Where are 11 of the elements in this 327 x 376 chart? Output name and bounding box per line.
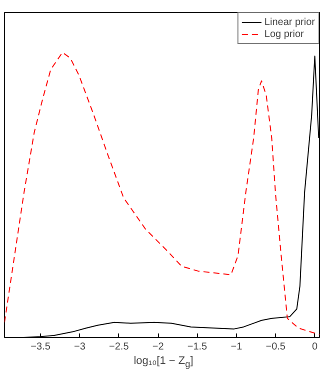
x-tick-label: −0.5 xyxy=(266,342,286,352)
legend-label: Linear prior xyxy=(264,16,315,28)
x-tick-label: −1 xyxy=(230,342,243,352)
x-tick-label: −3.5 xyxy=(30,342,51,352)
x-tick-label: −2 xyxy=(152,342,164,352)
x-tick-label: −3 xyxy=(74,342,86,352)
x-axis-title: log₁₀[1 − Z$_{g}$] xyxy=(132,354,194,372)
x-tick-label: −1.5 xyxy=(187,342,208,352)
legend-label: Log prior xyxy=(264,28,304,40)
x-tick-label: 0 xyxy=(312,342,318,352)
x-tick-label: −2.5 xyxy=(109,342,130,352)
